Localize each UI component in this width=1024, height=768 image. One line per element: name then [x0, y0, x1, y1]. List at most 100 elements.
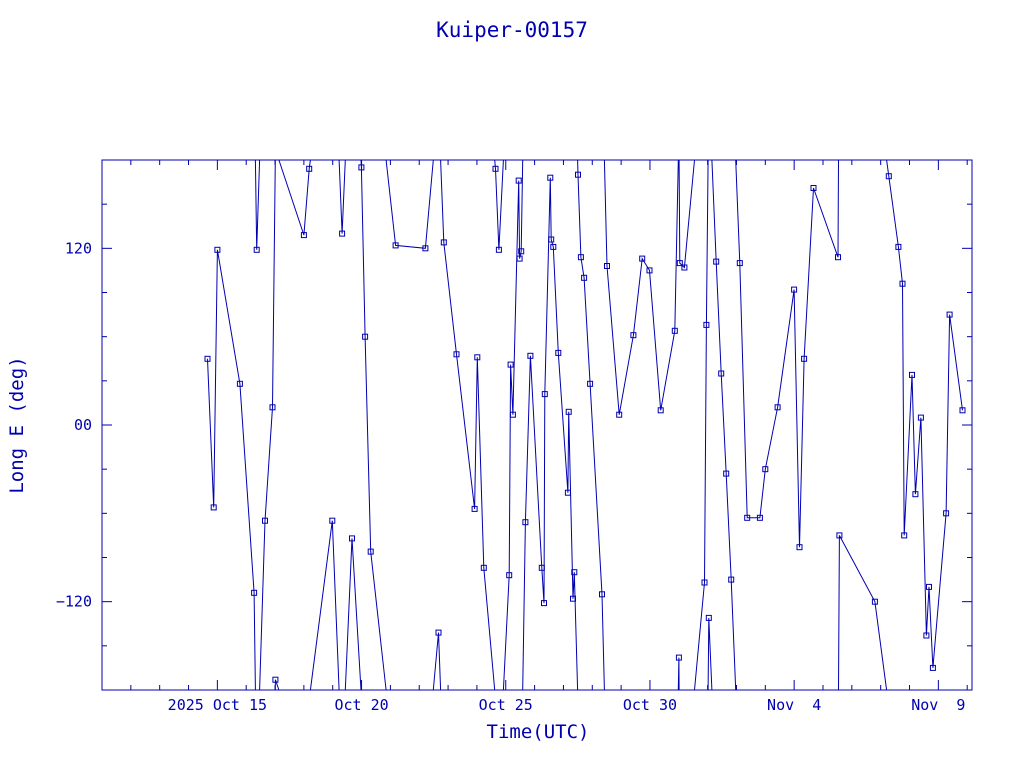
data-point [581, 274, 588, 281]
data-point [681, 264, 688, 271]
data-point [604, 263, 610, 269]
data-point [728, 576, 735, 583]
data-point [899, 280, 906, 287]
data-point [518, 248, 525, 255]
data-point [885, 173, 892, 180]
data-point [901, 532, 908, 539]
data-point [214, 246, 221, 253]
data-point [744, 514, 751, 521]
data-point [587, 380, 594, 387]
data-point [577, 254, 584, 261]
data-point [306, 165, 313, 172]
data-point [339, 230, 346, 237]
data-point [349, 535, 355, 542]
data-point [269, 404, 276, 411]
data-point [272, 676, 279, 683]
data-point [701, 579, 708, 586]
data-point [718, 370, 725, 377]
y-tick-label: −120 [56, 593, 92, 611]
data-point [959, 407, 966, 414]
data-point [474, 354, 481, 361]
x-axis-label: Time(UTC) [487, 721, 590, 743]
data-point [547, 174, 554, 181]
data-point [571, 569, 578, 576]
data-point [550, 243, 557, 250]
data-point [236, 380, 243, 387]
data-point [392, 242, 399, 249]
data-point [774, 404, 781, 411]
data-point [251, 589, 258, 596]
plot-area: 2025 Oct 15 Oct 20 Oct 25 Oct 30 Nov 4 Nov 9 … [56, 159, 973, 714]
series-line [207, 159, 963, 691]
data-point [522, 519, 529, 526]
chart-title: Kuiper-00157 [436, 18, 588, 42]
x-tick-label: Nov 9 [911, 696, 965, 714]
series-layer [204, 159, 966, 691]
data-point [713, 258, 720, 265]
data-point [358, 164, 365, 171]
data-point [440, 239, 447, 246]
y-axis-label: Long E (deg) [6, 356, 28, 493]
y-axis: 120 00 −120 [56, 159, 972, 691]
data-point [515, 177, 522, 184]
y-tick-label: 00 [74, 416, 92, 434]
data-point [671, 327, 678, 334]
data-point [703, 321, 710, 328]
data-point [926, 583, 932, 590]
data-point [871, 598, 878, 605]
plot-frame [101, 159, 973, 691]
data-point [565, 408, 572, 415]
data-point [801, 355, 808, 362]
data-point [736, 260, 743, 267]
data-point [639, 255, 646, 262]
data-point [630, 332, 637, 339]
x-axis: 2025 Oct 15 Oct 20 Oct 25 Oct 30 Nov 4 Nov 9 [101, 160, 968, 714]
data-point [929, 664, 936, 671]
data-point [453, 351, 460, 358]
data-point [422, 245, 429, 252]
data-point [480, 564, 487, 571]
data-point [538, 564, 545, 571]
data-point [646, 267, 653, 274]
data-point [506, 572, 513, 579]
data-point [204, 355, 211, 362]
data-point [762, 466, 769, 473]
x-tick-label: Oct 25 [479, 696, 533, 714]
data-point [756, 514, 763, 521]
data-point [541, 391, 548, 398]
data-point [599, 591, 605, 598]
data-point [923, 632, 930, 639]
data-point [548, 236, 555, 243]
data-point [507, 361, 514, 368]
data-point [527, 352, 534, 359]
data-point [810, 185, 817, 191]
data-point [912, 491, 919, 498]
data-point [300, 232, 307, 239]
data-point [329, 517, 336, 524]
data-point [471, 505, 478, 512]
data-point [791, 286, 798, 293]
data-point [367, 548, 374, 555]
data-point [253, 246, 260, 253]
x-tick-label: Oct 20 [334, 696, 388, 714]
data-point [946, 311, 953, 318]
data-point [723, 470, 730, 477]
data-point [435, 629, 442, 636]
data-point [917, 414, 924, 421]
x-tick-label: Nov 4 [767, 696, 821, 714]
data-point [495, 246, 502, 253]
data-point [836, 532, 843, 539]
data-point [675, 654, 682, 661]
x-tick-label: 2025 Oct 15 [168, 696, 267, 714]
data-point [796, 544, 803, 551]
data-point [541, 600, 547, 607]
data-point [835, 254, 841, 261]
data-point [492, 165, 499, 172]
data-point [943, 510, 950, 517]
data-point [509, 411, 516, 418]
data-point [616, 411, 623, 418]
x-tick-label: Oct 30 [623, 696, 677, 714]
data-point [362, 333, 369, 340]
data-point [262, 517, 268, 524]
